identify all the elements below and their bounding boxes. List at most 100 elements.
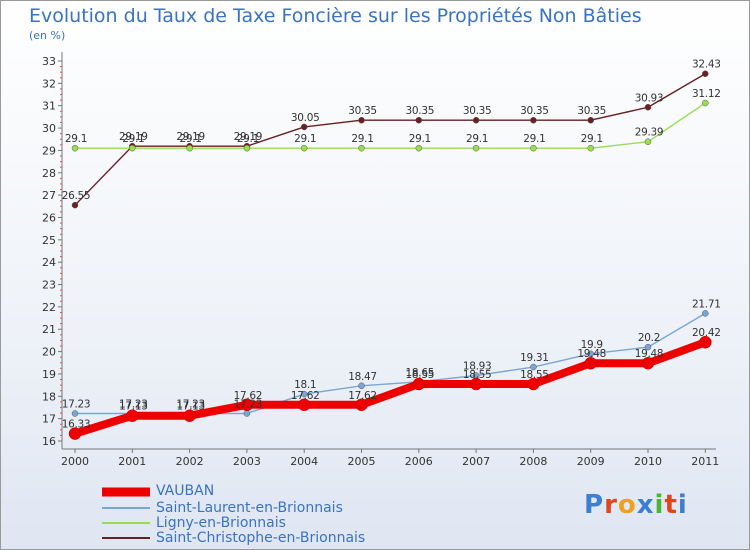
data-point — [186, 144, 193, 152]
y-tick-label: 28 — [42, 167, 56, 180]
data-label: 17.62 — [348, 390, 377, 402]
data-label: 31.12 — [692, 88, 721, 100]
logo-letter: x — [636, 490, 655, 520]
data-point — [415, 116, 423, 124]
logo-letter: o — [617, 490, 637, 520]
data-point — [530, 363, 537, 371]
data-label: 18.55 — [406, 369, 435, 381]
data-point — [126, 409, 139, 422]
data-label: 17.23 — [62, 399, 91, 411]
x-tick-label: 2000 — [61, 455, 89, 468]
data-label: 29.1 — [237, 133, 259, 145]
data-point — [358, 144, 365, 152]
data-point — [297, 398, 311, 412]
data-label: 30.05 — [291, 112, 320, 124]
data-label: 29.39 — [635, 127, 664, 139]
data-label: 29.1 — [122, 133, 144, 145]
data-label: 19.9 — [581, 339, 603, 351]
data-label: 18.1 — [294, 379, 316, 391]
data-point — [587, 116, 594, 124]
data-label: 30.35 — [463, 105, 492, 117]
data-label: 29.1 — [581, 133, 603, 145]
data-point — [644, 138, 652, 145]
data-point — [68, 427, 82, 440]
data-label: 26.55 — [62, 190, 91, 202]
unit-label: (en %) — [29, 29, 66, 42]
data-label: 30.93 — [635, 92, 664, 104]
y-tick-label: 27 — [42, 189, 56, 202]
data-label: 29.1 — [466, 133, 488, 145]
data-label: 29.1 — [180, 133, 202, 145]
y-tick-label: 25 — [42, 234, 56, 247]
data-point — [71, 410, 79, 417]
data-label: 21.71 — [692, 298, 721, 310]
data-point — [530, 144, 537, 152]
legend-label-saint-christophe: Saint-Christophe-en-Brionnais — [156, 530, 366, 546]
y-tick-label: 29 — [42, 144, 56, 157]
data-label: 17.23 — [234, 399, 263, 411]
data-point — [300, 123, 308, 131]
y-tick-label: 33 — [42, 55, 56, 68]
data-label: 30.35 — [577, 105, 606, 117]
data-point — [699, 335, 712, 349]
y-tick-label: 18 — [42, 390, 56, 403]
logo-letter: t — [664, 490, 678, 520]
y-tick-label: 32 — [42, 77, 56, 90]
series-line-2 — [74, 102, 706, 149]
data-point — [472, 144, 480, 152]
x-tick-label: 2009 — [577, 455, 605, 468]
data-point — [472, 116, 480, 124]
y-tick-label: 20 — [42, 346, 56, 359]
data-label: 17.13 — [119, 401, 148, 413]
data-point — [355, 398, 368, 412]
data-label: 16.33 — [62, 419, 91, 431]
data-point — [183, 409, 196, 422]
data-point — [644, 104, 652, 111]
x-tick-label: 2004 — [290, 455, 318, 468]
data-label: 29.1 — [523, 133, 545, 145]
data-point — [71, 144, 79, 152]
data-point — [644, 343, 652, 351]
y-tick-label: 31 — [42, 100, 56, 113]
y-tick-label: 23 — [42, 279, 56, 292]
data-label: 19.48 — [635, 348, 664, 360]
x-tick-label: 2008 — [519, 455, 547, 468]
x-tick-label: 2003 — [233, 455, 261, 468]
data-point — [71, 201, 79, 209]
data-label: 29.19 — [176, 131, 205, 143]
data-label: 19.31 — [520, 352, 549, 364]
data-point — [412, 377, 426, 391]
data-point — [702, 70, 709, 77]
y-tick-label: 21 — [42, 323, 56, 336]
data-label: 18.47 — [348, 371, 377, 383]
x-tick-label: 2002 — [176, 455, 204, 468]
y-tick-label: 17 — [42, 413, 56, 426]
data-point — [243, 410, 251, 417]
data-label: 30.35 — [406, 105, 435, 117]
data-label: 19.48 — [577, 348, 606, 360]
data-point — [641, 356, 655, 370]
data-label: 29.1 — [409, 133, 431, 145]
y-tick-label: 26 — [42, 211, 56, 224]
data-point — [702, 99, 709, 107]
data-point — [587, 144, 594, 152]
data-label: 17.23 — [119, 399, 148, 411]
data-label: 29.19 — [234, 131, 263, 143]
y-tick-label: 30 — [42, 122, 56, 135]
data-label: 29.1 — [351, 133, 373, 145]
proxiti-logo: Proxiti — [584, 490, 688, 520]
data-label: 17.62 — [234, 390, 263, 402]
y-tick-label: 19 — [42, 368, 56, 381]
y-tick-label: 22 — [42, 301, 56, 314]
data-label: 18.93 — [463, 361, 492, 373]
data-label: 17.13 — [176, 401, 205, 413]
data-label: 29.1 — [65, 133, 87, 145]
y-tick-label: 24 — [42, 256, 56, 269]
logo-letter: i — [654, 490, 665, 520]
series-line-3 — [74, 73, 706, 206]
data-point — [358, 382, 365, 390]
logo-letter: i — [677, 490, 688, 520]
data-point — [702, 310, 709, 317]
